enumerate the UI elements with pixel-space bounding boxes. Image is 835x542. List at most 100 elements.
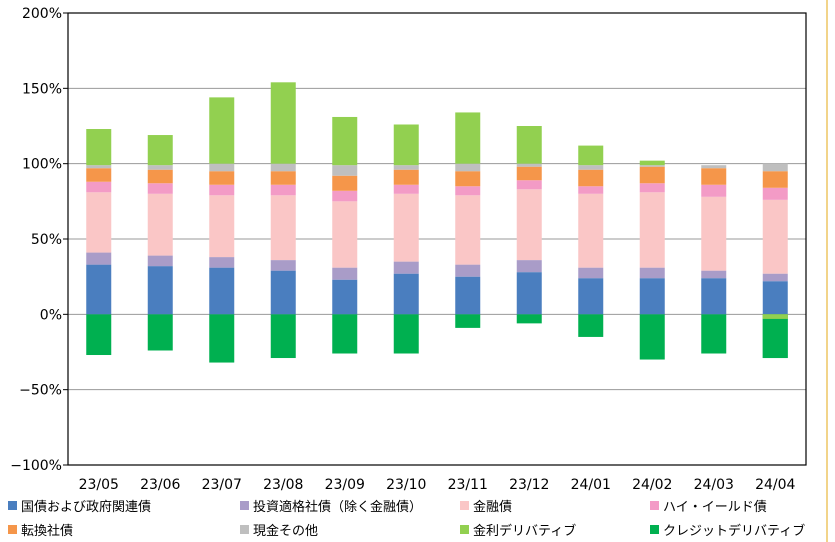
bar-segment [455,314,481,328]
bar-segment [578,165,604,170]
bar-segment [393,169,419,185]
bar-segment [701,314,727,354]
bar-segment [516,163,542,167]
bar-segment [393,165,419,170]
x-tick-label: 24/04 [755,477,795,493]
bar-segment [147,165,173,170]
legend-item: クレジットデリバティブ [650,520,805,539]
bar-segment [270,270,296,315]
legend-label: 転換社債 [21,524,74,539]
bar-segment [86,129,112,166]
bar-segment [147,183,173,194]
bar-segment [270,314,296,359]
legend-label: 現金その他 [253,524,319,539]
x-tick-label: 23/10 [386,477,426,493]
legend-item: ハイ・イールド債 [650,496,767,515]
x-tick-label: 24/01 [571,477,611,493]
y-tick-label: 200% [22,6,62,22]
legend-swatch [650,525,659,534]
bar-segment [516,180,542,190]
bar-segment [270,82,296,164]
bar-segment [147,193,173,256]
legend-item: 現金その他 [240,520,318,539]
bar-segment [516,272,542,315]
bar-segment [516,126,542,164]
bar-segment [701,270,727,279]
bar-segment [762,163,788,172]
legend-item: 国債および政府関連債 [8,496,151,515]
x-tick-label: 24/03 [694,477,734,493]
bar-segment [332,175,358,191]
y-tick-label: 0% [40,307,62,323]
bar-segment [86,192,112,253]
bar-segment [209,163,235,172]
bar-segment [332,267,358,280]
bar-segment [209,171,235,185]
bar-segment [578,314,604,337]
legend-item: 金利デリバティブ [460,520,576,539]
bar-segment [455,171,481,187]
page-edge-line [826,0,828,542]
bar-segment [578,145,604,166]
bar-segment [701,165,727,169]
bar-segment [147,266,173,315]
bar-segment [701,196,727,271]
bar-segment [147,135,173,166]
x-tick-labels: 23/05 23/06 23/07 23/08 23/09 23/10 23/11 23/12… [79,477,796,493]
bar-segment [86,314,112,356]
bar-segment [762,273,788,282]
bar-segment [701,278,727,315]
bar-segment [762,171,788,188]
legend-label: 金利デリバティブ [473,524,577,539]
bar-segment [209,267,235,315]
bar-segment [393,314,419,354]
bar-segment [270,195,296,261]
legend-swatch [8,525,17,534]
bar-segment [516,260,542,273]
x-tick-label: 23/07 [202,477,242,493]
bar-segment [455,112,481,164]
bar-segment [147,255,173,267]
bar-segment [209,184,235,196]
bar-segment [578,169,604,187]
bar-segment [209,257,235,268]
x-tick-label: 23/05 [79,477,119,493]
bar-segment [516,166,542,181]
bar-segment [270,184,296,196]
bar-segment [393,193,419,262]
bar-segment [147,169,173,184]
bar-segment [639,267,665,279]
bar-segment [332,190,358,202]
legend-item: 転換社債 [8,520,73,539]
bar-segment [332,314,358,354]
bar-segment [455,264,481,277]
bar-segment [332,279,358,315]
bar-segment [516,314,542,324]
bar-segment [455,276,481,315]
bar-segment [393,261,419,274]
bar-segment [455,163,481,172]
gridlines [68,87,806,391]
bar-segment [639,160,665,166]
bar-segment [762,314,788,319]
bar-segment [762,318,788,359]
bar-segment [86,168,112,182]
bar-segment [209,314,235,363]
legend-item: 金融債 [460,496,512,515]
x-tick-label: 23/11 [448,477,488,493]
bar-segment [701,168,727,185]
legend-swatch [460,501,469,510]
bar-segment [639,278,665,315]
bars [86,82,788,363]
x-tick-label: 24/02 [632,477,672,493]
legend-label: 金融債 [473,500,513,515]
x-tick-label: 23/09 [325,477,365,493]
bar-segment [270,163,296,172]
bar-segment [86,181,112,193]
legend-label: クレジットデリバティブ [663,524,806,539]
bar-segment [332,165,358,176]
axes [63,12,807,466]
legend-swatch [8,501,17,510]
bar-segment [639,314,665,360]
